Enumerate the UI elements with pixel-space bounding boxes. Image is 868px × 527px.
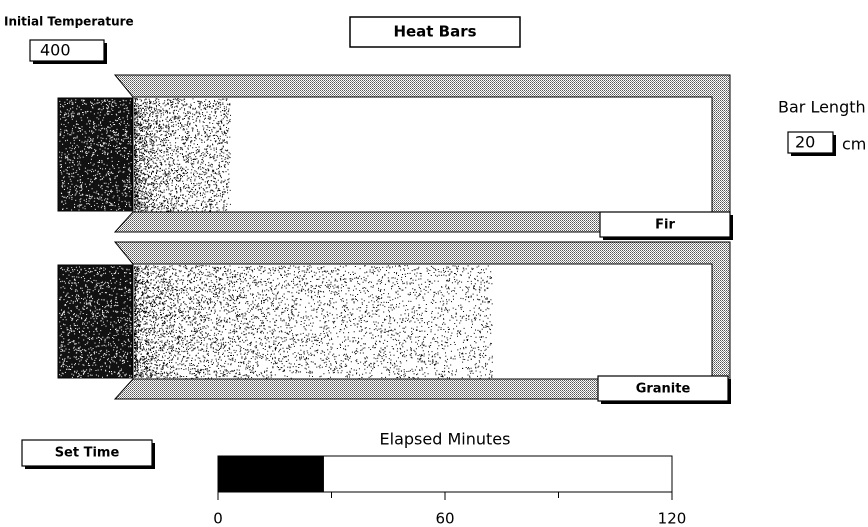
bar-length-input[interactable] xyxy=(787,131,834,154)
initial-temperature-label: Initial Temperature xyxy=(4,15,134,29)
bar-name-button[interactable] xyxy=(597,375,729,402)
heat-stipple xyxy=(134,98,231,212)
elapsed-fill xyxy=(218,456,324,492)
tick-label: 60 xyxy=(435,510,454,527)
tick-label: 0 xyxy=(213,510,223,527)
initial-temperature-input[interactable] xyxy=(29,39,105,62)
bar-name-button[interactable] xyxy=(599,211,731,238)
initial-temperature-value: 400 xyxy=(40,41,71,60)
elapsed-scale: 0 60 120 xyxy=(213,456,686,527)
bar-length-label: Bar Length xyxy=(778,98,866,117)
heat-source-texture xyxy=(59,266,132,378)
set-time-label: Set Time xyxy=(55,446,120,461)
title-button[interactable] xyxy=(349,16,521,48)
bar-length-value: 20 xyxy=(795,133,815,152)
set-time-button[interactable] xyxy=(21,439,153,467)
heat-source xyxy=(57,97,133,212)
bar-interior xyxy=(132,96,713,213)
title: Heat Bars xyxy=(393,23,476,41)
bars: Fir Granite xyxy=(57,74,733,404)
bar-length-unit: cm xyxy=(842,135,866,154)
bar-name: Granite xyxy=(636,382,691,397)
tick-label: 120 xyxy=(658,510,687,527)
elapsed-label: Elapsed Minutes xyxy=(380,430,511,449)
bar-name: Fir xyxy=(655,218,675,233)
